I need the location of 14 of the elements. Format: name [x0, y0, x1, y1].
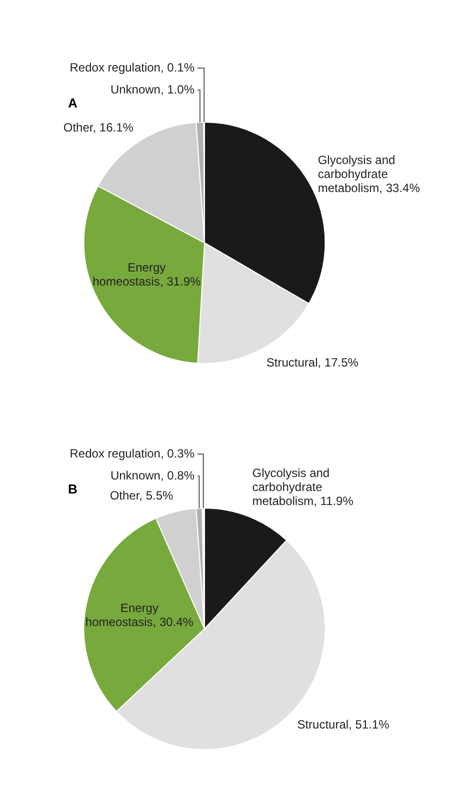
- slice-label: Redox regulation, 0.1%: [70, 60, 195, 74]
- slice-label: Unknown, 0.8%: [110, 468, 195, 482]
- text: A: [68, 95, 78, 110]
- slice-label: Energy homeostasis, 30.4%: [85, 600, 194, 629]
- slice-label: Structural, 17.5%: [266, 356, 359, 370]
- text: B: [68, 481, 78, 496]
- slice-label: Other, 5.5%: [110, 488, 174, 502]
- slice-label: Glycolysis and carbohydrate metabolism, 33.4%: [318, 153, 420, 196]
- slice-label: Other, 16.1%: [63, 120, 134, 134]
- slice-label: Redox regulation, 0.3%: [70, 446, 195, 460]
- slice-label: Energy homeostasis, 31.9%: [92, 260, 201, 289]
- slice-label: Unknown, 1.0%: [110, 82, 195, 96]
- slice-label: Structural, 51.1%: [297, 717, 390, 732]
- slice-label: Glycolysis and carbohydrate metabolism, 11.9%: [252, 466, 354, 508]
